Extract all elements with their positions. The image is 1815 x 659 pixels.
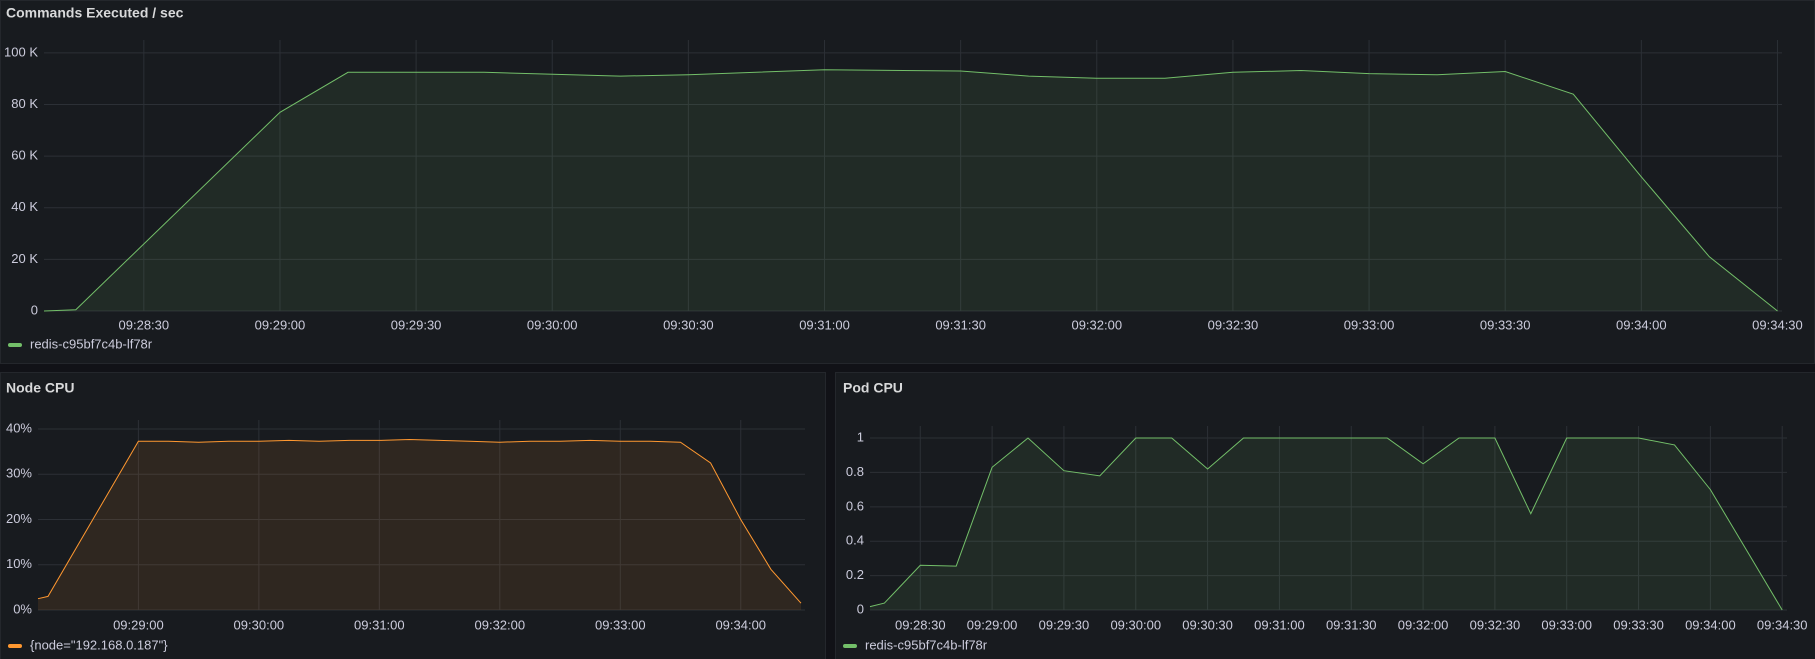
x-tick-label: 09:32:00 — [1398, 617, 1449, 632]
series-area — [44, 69, 1778, 311]
y-tick-label: 20% — [6, 511, 32, 526]
x-tick-label: 09:33:00 — [595, 617, 646, 632]
y-tick-label: 0 — [857, 601, 864, 616]
series-line — [869, 437, 1783, 611]
x-tick-label: 09:33:00 — [1541, 617, 1592, 632]
x-tick-label: 09:29:00 — [113, 617, 164, 632]
y-tick-label: 0% — [13, 601, 32, 616]
series-line — [37, 438, 802, 604]
y-tick-label: 0 — [31, 302, 38, 317]
legend-swatch — [8, 644, 22, 648]
x-tick-label: 09:32:00 — [1071, 317, 1122, 332]
panel: Node CPU 0% 10% 20% 30% 40% 09:29:00 09:30:00 0… — [0, 372, 826, 659]
x-tick-label: 09:29:30 — [391, 317, 442, 332]
x-tick-label: 09:34:00 — [1685, 617, 1736, 632]
x-tick-label: 09:31:00 — [354, 617, 405, 632]
y-tick-label: 0.8 — [846, 464, 864, 479]
y-tick-label: 40 K — [11, 199, 38, 214]
panel-background — [835, 372, 1815, 659]
y-tick-label: 10% — [6, 556, 32, 571]
legend-swatch — [843, 644, 857, 648]
x-tick-label: 09:32:30 — [1470, 617, 1521, 632]
x-tick-label: 09:28:30 — [895, 617, 946, 632]
x-tick-label: 09:33:30 — [1480, 317, 1531, 332]
y-tick-label: 60 K — [11, 148, 38, 163]
x-tick-label: 09:29:30 — [1039, 617, 1090, 632]
x-tick-label: 09:31:00 — [799, 317, 850, 332]
series-line — [43, 69, 1778, 312]
x-tick-label: 09:33:00 — [1344, 317, 1395, 332]
panel-background — [0, 0, 1815, 364]
panel-title: Commands Executed / sec — [6, 5, 184, 21]
legend-swatch — [8, 343, 22, 347]
x-tick-label: 09:32:30 — [1208, 317, 1259, 332]
y-tick-label: 1 — [857, 429, 864, 444]
x-tick-label: 09:34:00 — [715, 617, 766, 632]
x-tick-label: 09:31:00 — [1254, 617, 1305, 632]
panel-title: Pod CPU — [843, 380, 903, 396]
x-tick-label: 09:32:00 — [475, 617, 526, 632]
x-tick-label: 09:34:30 — [1752, 317, 1803, 332]
y-tick-label: 0.6 — [846, 498, 864, 513]
x-tick-label: 09:28:30 — [119, 317, 170, 332]
x-tick-label: 09:34:30 — [1757, 617, 1808, 632]
legend-label: {node="192.168.0.187"} — [30, 637, 168, 652]
legend-label: redis-c95bf7c4b-lf78r — [30, 336, 153, 351]
x-tick-label: 09:30:30 — [663, 317, 714, 332]
y-tick-label: 0.2 — [846, 567, 864, 582]
x-tick-label: 09:34:00 — [1616, 317, 1667, 332]
y-tick-label: 0.4 — [846, 533, 864, 548]
legend-label: redis-c95bf7c4b-lf78r — [865, 637, 988, 652]
x-tick-label: 09:29:00 — [967, 617, 1018, 632]
panel: Pod CPU 0 0.2 0.4 0.6 0.8 1 09:28:30 09:29:00 09… — [835, 372, 1815, 659]
x-tick-label: 09:31:30 — [1326, 617, 1377, 632]
y-tick-label: 40% — [6, 420, 32, 435]
panel-title: Node CPU — [6, 380, 74, 396]
series-area — [38, 439, 801, 610]
x-tick-label: 09:33:30 — [1613, 617, 1664, 632]
x-tick-label: 09:30:00 — [1110, 617, 1161, 632]
x-tick-label: 09:30:30 — [1182, 617, 1233, 632]
y-tick-label: 30% — [6, 466, 32, 481]
x-tick-label: 09:30:00 — [234, 617, 285, 632]
x-tick-label: 09:30:00 — [527, 317, 578, 332]
series-area — [870, 438, 1783, 610]
x-tick-label: 09:29:00 — [255, 317, 306, 332]
panel: Commands Executed / sec 0 20 K 40 K 60 K 80 … — [0, 0, 1815, 364]
y-tick-label: 20 K — [11, 251, 38, 266]
x-tick-label: 09:31:30 — [935, 317, 986, 332]
y-tick-label: 80 K — [11, 96, 38, 111]
y-tick-label: 100 K — [4, 44, 38, 59]
